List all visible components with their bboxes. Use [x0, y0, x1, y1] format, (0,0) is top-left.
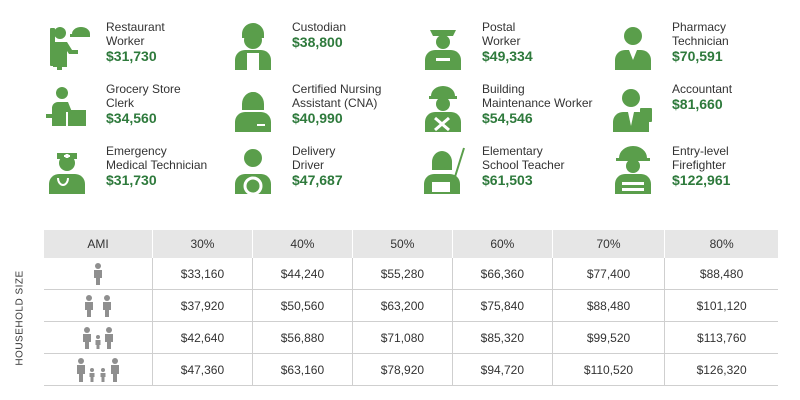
occupation-wage: $122,961 — [672, 172, 731, 188]
occupation-wage: $31,730 — [106, 172, 157, 188]
hardhat-worker-icon — [420, 82, 466, 134]
column-header: 40% — [252, 230, 353, 258]
occupation-wage: $70,591 — [672, 48, 723, 64]
occupation-grid: Restaurant Worker $31,730 Custodian $38,… — [30, 16, 790, 196]
pharmacist-icon — [610, 20, 656, 72]
occupation-title: Emergency Medical Technician — [106, 144, 208, 172]
2-person-icon — [44, 289, 153, 322]
3-person-icon — [44, 321, 153, 354]
custodian-icon — [230, 20, 276, 72]
ami-table-section: HOUSEHOLD SIZE AMI 30% 40% 50% 60% 70% 8… — [15, 230, 778, 386]
table-cell: $99,520 — [552, 321, 666, 354]
occupation-card: Certified Nursing Assistant (CNA) $40,99… — [216, 78, 406, 136]
occupation-title: Accountant — [672, 82, 733, 96]
table-cell: $33,160 — [152, 258, 253, 290]
table-row: $37,920 $50,560 $63,200 $75,840 $88,480 … — [44, 289, 778, 322]
table-cell: $50,560 — [252, 289, 353, 322]
table-cell: $88,480 — [552, 289, 666, 322]
table-cell: $101,120 — [664, 289, 778, 322]
table-cell: $85,320 — [452, 321, 553, 354]
firefighter-icon — [610, 144, 656, 196]
table-cell: $94,720 — [452, 353, 553, 386]
occupation-card: Custodian $38,800 — [216, 16, 406, 74]
table-cell: $110,520 — [552, 353, 666, 386]
ami-income-table: AMI 30% 40% 50% 60% 70% 80% $33,160 $44,… — [44, 230, 778, 386]
cashier-icon — [44, 82, 90, 134]
table-cell: $63,160 — [252, 353, 353, 386]
table-cell: $78,920 — [352, 353, 453, 386]
paramedic-icon — [44, 144, 90, 196]
column-header: 30% — [152, 230, 253, 258]
table-cell: $55,280 — [352, 258, 453, 290]
table-cell: $126,320 — [664, 353, 778, 386]
occupation-title: Certified Nursing Assistant (CNA) — [292, 82, 382, 110]
table-cell: $37,920 — [152, 289, 253, 322]
occupation-wage: $47,687 — [292, 172, 343, 188]
postal-worker-icon — [420, 20, 466, 72]
table-cell: $71,080 — [352, 321, 453, 354]
table-cell: $113,760 — [664, 321, 778, 354]
occupation-wage: $54,546 — [482, 110, 533, 126]
column-header: 70% — [552, 230, 666, 258]
occupation-card: Restaurant Worker $31,730 — [30, 16, 220, 74]
1-person-icon — [44, 258, 153, 290]
occupation-wage: $31,730 — [106, 48, 157, 64]
occupation-card: Delivery Driver $47,687 — [216, 140, 406, 198]
occupation-wage: $38,800 — [292, 34, 343, 50]
occupation-title: Building Maintenance Worker — [482, 82, 593, 110]
occupation-card: Elementary School Teacher $61,503 — [406, 140, 596, 198]
driver-icon — [230, 144, 276, 196]
table-cell: $63,200 — [352, 289, 453, 322]
occupation-title: Postal Worker — [482, 20, 521, 48]
table-cell: $66,360 — [452, 258, 553, 290]
occupation-title: Restaurant Worker — [106, 20, 165, 48]
occupation-card: Postal Worker $49,334 — [406, 16, 596, 74]
occupation-card: Pharmacy Technician $70,591 — [596, 16, 786, 74]
table-header-row: AMI 30% 40% 50% 60% 70% 80% — [44, 230, 778, 258]
table-row: $47,360 $63,160 $78,920 $94,720 $110,520… — [44, 353, 778, 386]
occupation-wage: $34,560 — [106, 110, 157, 126]
occupation-card: Accountant $81,660 — [596, 78, 786, 136]
table-cell: $77,400 — [552, 258, 666, 290]
occupation-title: Elementary School Teacher — [482, 144, 565, 172]
occupation-wage: $40,990 — [292, 110, 343, 126]
occupation-wage: $61,503 — [482, 172, 533, 188]
column-header: 60% — [452, 230, 553, 258]
occupation-card: Entry-level Firefighter $122,961 — [596, 140, 786, 198]
4-person-icon — [44, 353, 153, 386]
teacher-icon — [420, 144, 466, 196]
occupation-title: Entry-level Firefighter — [672, 144, 729, 172]
table-row: $42,640 $56,880 $71,080 $85,320 $99,520 … — [44, 321, 778, 354]
occupation-card: Grocery Store Clerk $34,560 — [30, 78, 220, 136]
waiter-icon — [44, 20, 90, 72]
column-header: AMI — [44, 230, 153, 258]
occupation-card: Emergency Medical Technician $31,730 — [30, 140, 220, 198]
occupation-title: Pharmacy Technician — [672, 20, 729, 48]
column-header: 50% — [352, 230, 453, 258]
accountant-icon — [610, 82, 656, 134]
table-cell: $56,880 — [252, 321, 353, 354]
table-row: $33,160 $44,240 $55,280 $66,360 $77,400 … — [44, 258, 778, 290]
occupation-title: Delivery Driver — [292, 144, 336, 172]
occupation-wage: $49,334 — [482, 48, 533, 64]
occupation-wage: $81,660 — [672, 96, 723, 112]
occupation-title: Grocery Store Clerk — [106, 82, 181, 110]
table-cell: $44,240 — [252, 258, 353, 290]
table-cell: $42,640 — [152, 321, 253, 354]
occupation-title: Custodian — [292, 20, 347, 34]
nurse-icon — [230, 82, 276, 134]
table-cell: $47,360 — [152, 353, 253, 386]
occupation-card: Building Maintenance Worker $54,546 — [406, 78, 596, 136]
household-size-label: HOUSEHOLD SIZE — [14, 270, 26, 366]
column-header: 80% — [664, 230, 778, 258]
table-cell: $88,480 — [664, 258, 778, 290]
table-cell: $75,840 — [452, 289, 553, 322]
